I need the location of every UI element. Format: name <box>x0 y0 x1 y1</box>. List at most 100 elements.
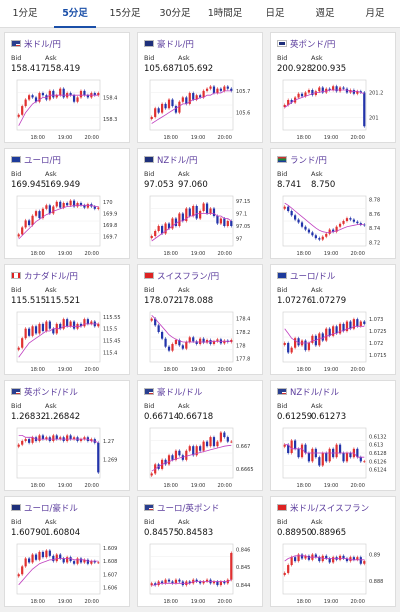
tab-timeframe[interactable]: 1分足 <box>12 8 38 19</box>
currency-pair-link[interactable]: 豪ドル/ドル <box>144 386 203 398</box>
currency-pair-link[interactable]: ランド/円 <box>277 154 327 166</box>
ask-label: Ask <box>178 518 190 526</box>
currency-pair-link[interactable]: 米ドル/円 <box>11 38 61 50</box>
tab-timeframe[interactable]: 30分足 <box>159 8 191 19</box>
price-chart: 8.78 8.76 8.74 8.72 18:00 19:00 20:00 <box>282 195 380 257</box>
bid-price: 0.88950 <box>277 528 313 538</box>
x-tick-label: 18:00 <box>31 483 45 489</box>
currency-pair-link[interactable]: 米ドル/スイスフラン <box>277 502 370 514</box>
candle-body <box>17 234 20 237</box>
currency-pair-link[interactable]: ユーロ/ドル <box>277 270 336 282</box>
tab-timeframe[interactable]: 15分足 <box>109 8 141 19</box>
tab-timeframe[interactable]: 5分足 <box>50 0 100 28</box>
candle-body <box>160 103 164 113</box>
bid-label: Bid <box>277 170 288 178</box>
candle-body <box>38 93 41 102</box>
currency-pair-name[interactable]: 米ドル/スイスフラン <box>290 503 370 514</box>
currency-card[interactable]: ユーロ/英ポンド Bid Ask 0.84575 0.84583 0.846 0.845 0.… <box>137 496 263 607</box>
tab-timeframe[interactable]: 週足 <box>315 8 335 19</box>
price-chart: 115.55 115.5 115.45 115.4 18:00 19:00 20:00 <box>16 311 121 373</box>
candle-body <box>93 561 96 563</box>
currency-card[interactable]: ユーロ/ドル Bid Ask 1.07276 1.07279 1.073 1.0725 1.0… <box>270 264 396 375</box>
tab-timeframe[interactable]: 1時間足 <box>207 8 243 19</box>
currency-pair-name[interactable]: 豪ドル/円 <box>157 39 194 50</box>
candle-body <box>27 328 31 336</box>
currency-pair-link[interactable]: 英ポンド/円 <box>277 38 336 50</box>
tab-timeframe[interactable]: 月足 <box>365 8 385 19</box>
x-tick-label: 18:00 <box>297 367 311 373</box>
candle-body <box>185 342 188 349</box>
tab-timeframe[interactable]: 日足 <box>265 8 285 19</box>
currency-pair-link[interactable]: ユーロ/英ポンド <box>144 502 220 514</box>
currency-card[interactable]: 豪ドル/円 Bid Ask 105.687 105.692 105.7 105.6 18:00… <box>137 32 263 143</box>
currency-pair-name[interactable]: 英ポンド/ドル <box>24 387 78 398</box>
bid-price: 1.26832 <box>11 412 47 422</box>
candle-body <box>66 435 69 441</box>
currency-pair-name[interactable]: スイスフラン/円 <box>157 271 220 282</box>
candle-body <box>72 200 76 207</box>
candle-body <box>342 453 345 462</box>
currency-pair-link[interactable]: ユーロ/円 <box>11 154 61 166</box>
currency-pair-link[interactable]: カナダドル/円 <box>11 270 78 282</box>
x-tick-label: 20:00 <box>350 135 364 141</box>
candle-body <box>185 208 188 221</box>
price-chart: 158.3 158.4 18:00 19:00 20:00 <box>16 79 117 141</box>
price-chart: 178.4 178.2 178 177.8 18:00 19:00 20:00 <box>149 311 250 373</box>
currency-card[interactable]: 英ポンド/円 Bid Ask 200.928 200.935 201.2 201 18:00 1… <box>270 32 396 143</box>
ask-label: Ask <box>311 518 323 526</box>
bid-price: 169.945 <box>11 180 47 190</box>
currency-pair-name[interactable]: ユーロ/円 <box>24 155 61 166</box>
y-tick-label: 178 <box>236 343 246 349</box>
currency-pair-name[interactable]: ユーロ/ドル <box>290 271 336 282</box>
candle-body <box>17 574 20 577</box>
currency-card[interactable]: NZドル/円 Bid Ask 97.053 97.060 97.15 97.1 97.05 97… <box>137 148 263 259</box>
candle-body <box>195 579 198 582</box>
currency-pair-link[interactable]: NZドル/円 <box>144 154 198 166</box>
candle-body <box>300 444 304 458</box>
currency-pair-name[interactable]: NZドル/円 <box>157 155 198 166</box>
currency-pair-name[interactable]: 豪ドル/ドル <box>157 387 203 398</box>
candle-body <box>27 95 31 100</box>
candle-body <box>38 551 41 560</box>
currency-card[interactable]: ランド/円 Bid Ask 8.741 8.750 8.78 8.76 8.74 8.72 18:… <box>270 148 396 259</box>
currency-pair-link[interactable]: 英ポンド/ドル <box>11 386 78 398</box>
ask-label: Ask <box>45 402 57 410</box>
currency-pair-name[interactable]: NZドル/ドル <box>290 387 340 398</box>
currency-pair-name[interactable]: カナダドル/円 <box>24 271 78 282</box>
currency-pair-name[interactable]: ランド/円 <box>290 155 327 166</box>
currency-card[interactable]: 豪ドル/ドル Bid Ask 0.66714 0.66718 0.667 0.6665 18:… <box>137 380 263 491</box>
candle-body <box>59 88 62 96</box>
candle-body <box>83 90 86 96</box>
currency-card[interactable]: ユーロ/円 Bid Ask 169.945 169.949 170 169.9 169.8 16… <box>4 148 130 259</box>
currency-card[interactable]: 米ドル/スイスフラン Bid Ask 0.88950 0.88965 0.89 0.888 1… <box>270 496 396 607</box>
currency-card[interactable]: カナダドル/円 Bid Ask 115.515 115.521 115.55 115.5 11… <box>4 264 130 375</box>
currency-pair-name[interactable]: ユーロ/豪ドル <box>24 503 78 514</box>
currency-pair-link[interactable]: 豪ドル/円 <box>144 38 194 50</box>
currency-pair-link[interactable]: ユーロ/豪ドル <box>11 502 78 514</box>
price-chart: 105.7 105.6 18:00 19:00 20:00 <box>149 79 250 141</box>
candle-body <box>216 88 219 94</box>
candle-body <box>307 90 311 93</box>
candle-body <box>192 93 195 100</box>
currency-card[interactable]: スイスフラン/円 Bid Ask 178.072 178.088 178.4 178.2 17… <box>137 264 263 375</box>
x-tick-label: 20:00 <box>217 483 231 489</box>
currency-pair-name[interactable]: ユーロ/英ポンド <box>157 503 220 514</box>
candle-body <box>199 95 202 98</box>
candle-body <box>328 328 331 336</box>
currency-pair-link[interactable]: スイスフラン/円 <box>144 270 220 282</box>
currency-card[interactable]: NZドル/ドル Bid Ask 0.61259 0.61273 0.6132 0.613 0.… <box>270 380 396 491</box>
currency-card[interactable]: ユーロ/豪ドル Bid Ask 1.60790 1.60804 1.609 1.608 1.6… <box>4 496 130 607</box>
currency-pair-link[interactable]: NZドル/ドル <box>277 386 340 398</box>
candle-body <box>86 319 90 324</box>
candle-body <box>34 97 38 102</box>
currency-pair-name[interactable]: 英ポンド/円 <box>290 39 336 50</box>
candle-body <box>212 86 216 94</box>
currency-card[interactable]: 米ドル/円 Bid Ask 158.417 158.419 158.3 158.4 18:00… <box>4 32 130 143</box>
candle-body <box>338 323 342 334</box>
currency-pair-name[interactable]: 米ドル/円 <box>24 39 61 50</box>
candle-body <box>352 90 356 94</box>
candle-body <box>41 551 45 558</box>
x-tick-label: 18:00 <box>31 251 45 257</box>
candle-body <box>216 581 219 586</box>
currency-card[interactable]: 英ポンド/ドル Bid Ask 1.26832 1.26842 1.27 1.269 18:0… <box>4 380 130 491</box>
